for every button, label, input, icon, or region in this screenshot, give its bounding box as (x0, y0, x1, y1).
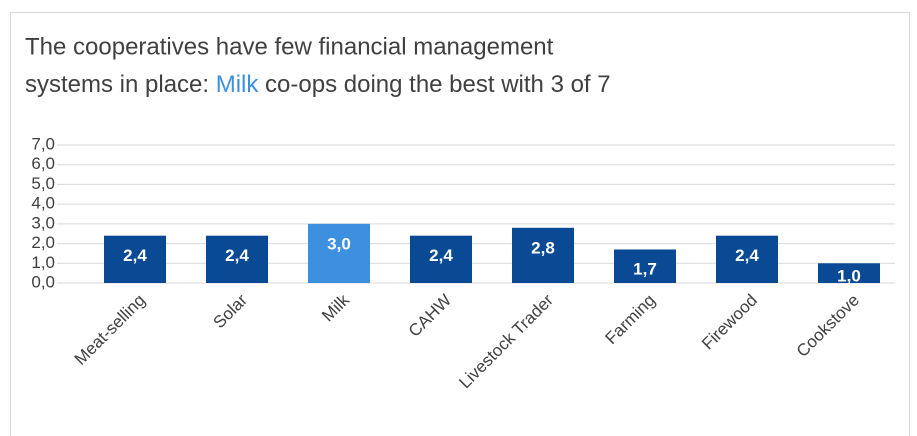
bar (614, 249, 676, 283)
data-label: 2,4 (123, 246, 147, 265)
y-tick-label: 3,0 (31, 213, 55, 232)
bar (410, 235, 472, 283)
data-label: 1,0 (837, 267, 861, 286)
bar (206, 235, 268, 283)
chart-title: The cooperatives have few financial mana… (25, 33, 554, 60)
title-highlight: Milk (216, 71, 260, 98)
chart-title: systems in place: Milk co-ops doing the … (25, 71, 611, 98)
y-tick-label: 1,0 (31, 253, 55, 272)
y-tick-label: 7,0 (31, 134, 55, 153)
bar (104, 235, 166, 283)
data-label: 2,4 (735, 246, 759, 265)
data-label: 2,4 (225, 246, 249, 265)
y-tick-label: 6,0 (31, 154, 55, 173)
data-label: 2,4 (429, 246, 453, 265)
title-part: co-ops doing the best with 3 of 7 (258, 71, 610, 98)
title-part: systems in place: (25, 71, 216, 98)
y-tick-label: 5,0 (31, 174, 55, 193)
bar (512, 227, 574, 283)
bar (818, 263, 880, 283)
bar (716, 235, 778, 283)
data-label: 3,0 (327, 234, 351, 253)
bar (308, 223, 370, 283)
y-tick-label: 2,0 (31, 233, 55, 252)
data-label: 1,7 (633, 260, 657, 279)
y-tick-label: 4,0 (31, 194, 55, 213)
data-label: 2,8 (531, 238, 555, 257)
y-tick-label: 0,0 (31, 272, 55, 291)
